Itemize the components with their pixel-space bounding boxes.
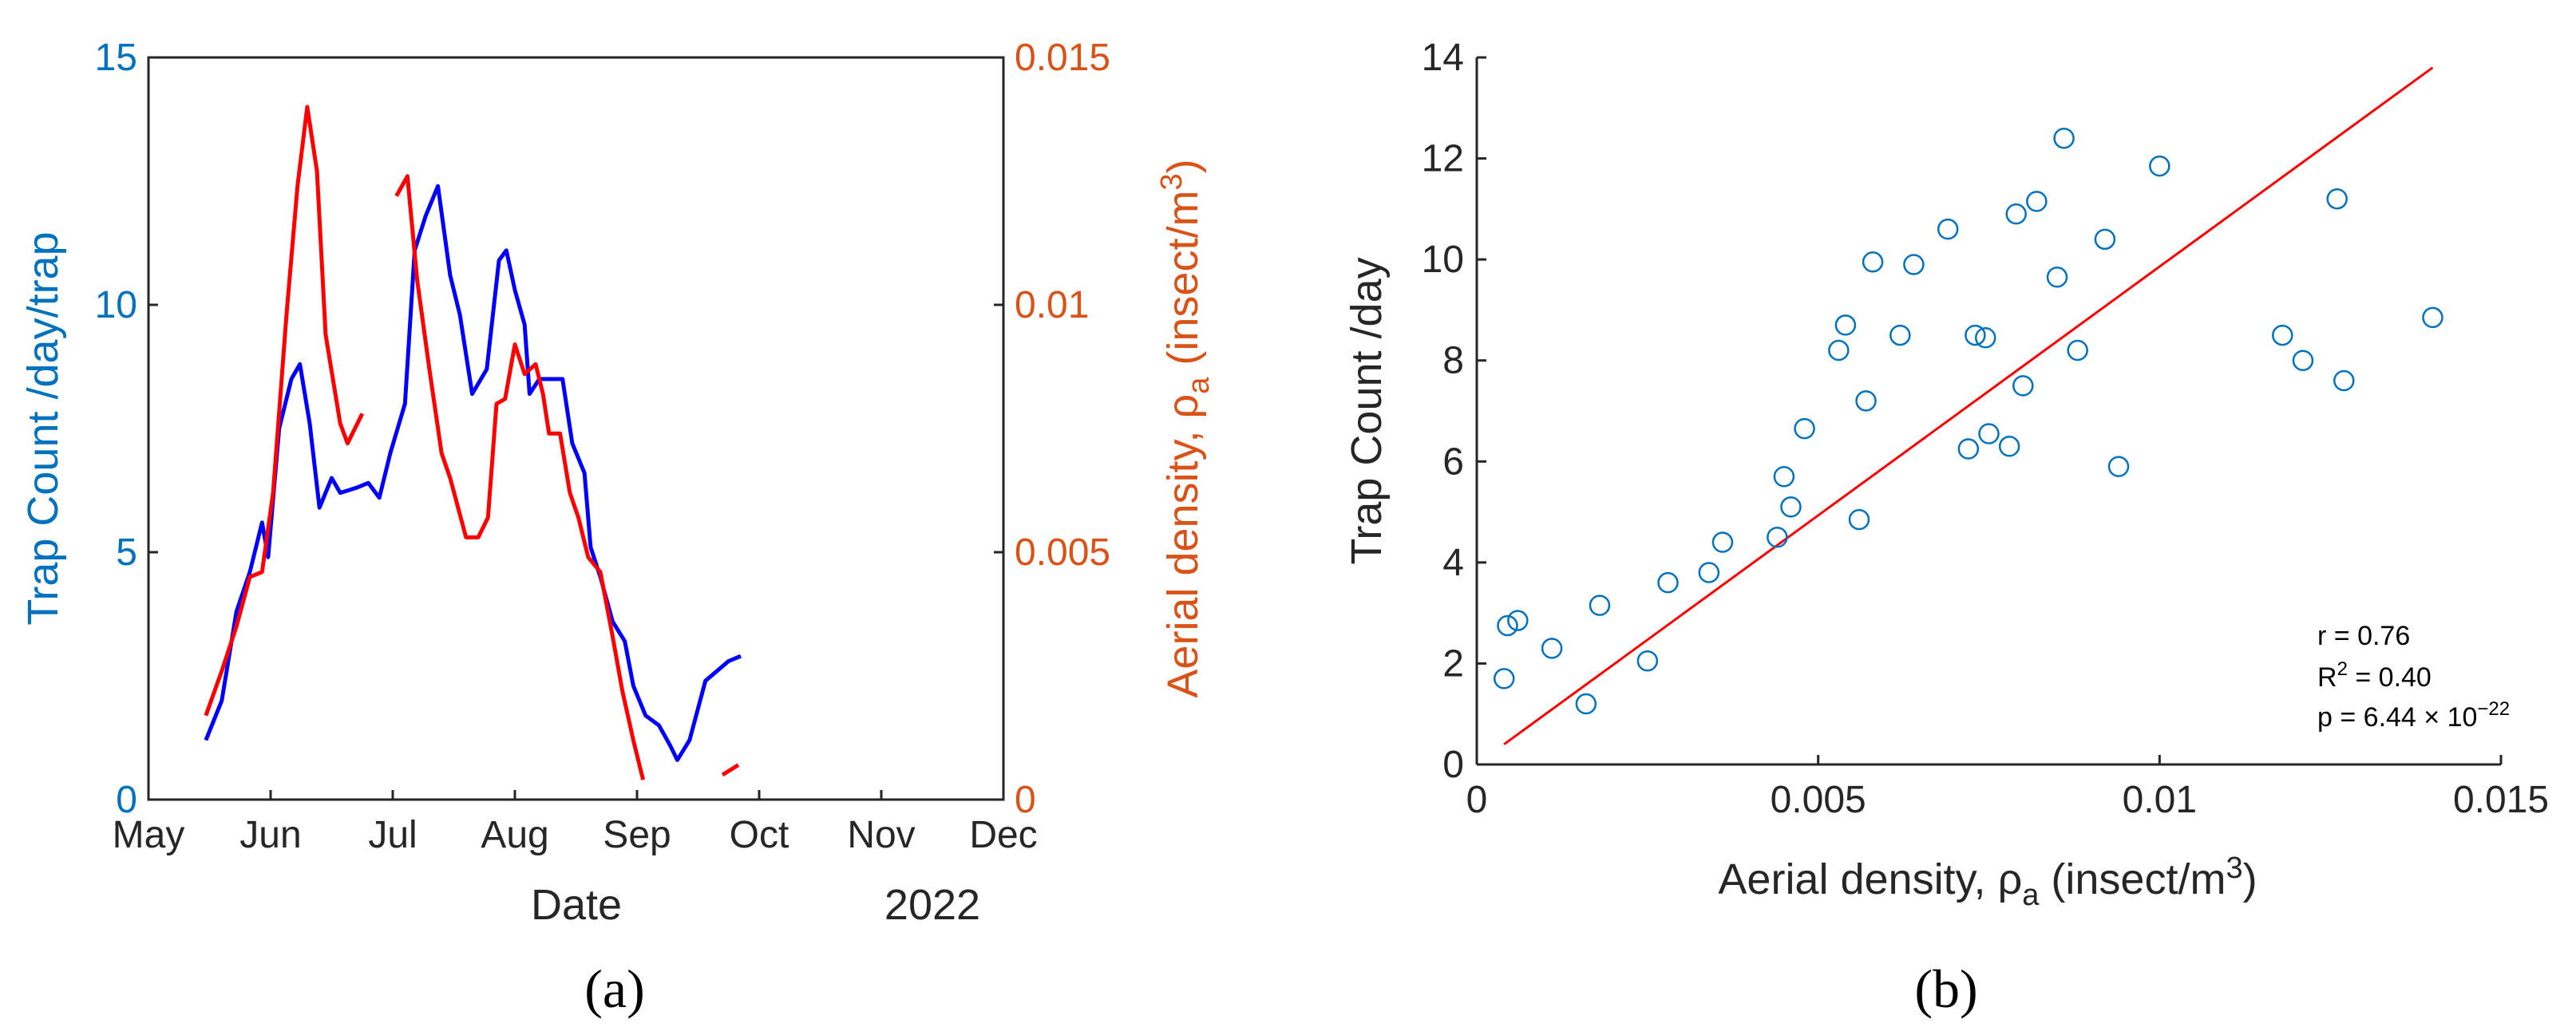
panel-a-x-tick-label: Dec bbox=[969, 814, 1037, 856]
panel-a-series-line bbox=[721, 763, 740, 777]
panel-b-y-tick-label: 10 bbox=[1422, 239, 1464, 281]
panel-b-data-point bbox=[1794, 417, 1815, 440]
panel-b-chart: 0 2 4 6 8 10 12 14 0 0.005 0.01 0.015 Trap Count /… bbox=[1343, 37, 2549, 1019]
panel-b-x-tick-label: 0 bbox=[1466, 779, 1488, 821]
panel-b-data-point bbox=[1507, 610, 1529, 631]
panel-b-y-tick-label: 8 bbox=[1442, 340, 1464, 382]
panel-b-y-tick-label: 14 bbox=[1422, 37, 1464, 79]
panel-b-data-point bbox=[2326, 188, 2348, 210]
panel-b-data-point bbox=[1889, 324, 1911, 346]
panel-b-y-tick-label: 2 bbox=[1442, 642, 1464, 685]
panel-a-left-tick-label: 0 bbox=[116, 779, 137, 821]
panel-b-data-point bbox=[2005, 203, 2027, 225]
panel-b-data-point bbox=[1657, 571, 1679, 594]
panel-b-data-point bbox=[1848, 508, 1870, 531]
panel-b-data-point bbox=[2149, 155, 2170, 177]
panel-b-data-point bbox=[2026, 191, 2048, 212]
panel-b-data-point bbox=[2292, 350, 2314, 371]
panel-b-data-point bbox=[2012, 375, 2034, 397]
panel-b-data-point bbox=[2094, 228, 2116, 251]
panel-b-data-point bbox=[1903, 254, 1925, 275]
stat-r2: R2 = 0.40 bbox=[2317, 658, 2432, 693]
stat-p: p = 6.44 × 10−22 bbox=[2317, 698, 2510, 733]
panel-b-data-point bbox=[1974, 326, 1996, 349]
panel-b-data-point bbox=[1937, 218, 1959, 240]
panel-a-x-tick-label: Sep bbox=[603, 814, 671, 856]
panel-b-y-tick-label: 6 bbox=[1442, 440, 1464, 483]
panel-b-data-point bbox=[1855, 390, 1877, 412]
panel-b-data-point bbox=[1828, 339, 1850, 361]
panel-b-data-point bbox=[2272, 324, 2293, 346]
panel-a-left-tick-label: 10 bbox=[95, 284, 137, 326]
panel-b-data-point bbox=[1497, 614, 1518, 637]
panel-b-y-tick-label: 0 bbox=[1442, 744, 1464, 786]
panel-a-right-tick-label: 0.01 bbox=[1015, 284, 1089, 326]
panel-b-fit-line bbox=[1503, 66, 2434, 745]
panel-b-y-axis-label: Trap Count /day bbox=[1343, 257, 1391, 564]
panel-a-caption: (a) bbox=[584, 958, 644, 1019]
panel-b-data-point bbox=[1978, 423, 2000, 444]
stat-r: r = 0.76 bbox=[2317, 621, 2410, 651]
panel-b-y-tick-label: 12 bbox=[1422, 138, 1464, 180]
panel-b-data-point bbox=[2422, 306, 2443, 329]
panel-a-chart: 0 5 10 15 0 0.005 0.01 0.015 May Jun Jul Aug Sep Oc… bbox=[19, 37, 1216, 1019]
panel-b-data-point bbox=[1834, 314, 1857, 336]
panel-b-data-point bbox=[2333, 369, 2355, 392]
panel-a-x-tick-label: Aug bbox=[481, 814, 548, 856]
panel-b-y-tick-label: 4 bbox=[1442, 542, 1464, 584]
panel-a-right-tick-label: 0 bbox=[1015, 779, 1036, 821]
panel-a-series-line bbox=[394, 174, 646, 780]
panel-b-x-tick-label: 0.015 bbox=[2453, 779, 2549, 821]
panel-b-data-point bbox=[2053, 128, 2075, 149]
panel-b-data-point bbox=[1998, 436, 2020, 457]
panel-b-data-point bbox=[1767, 526, 1788, 548]
panel-a-x-axis-label: Date bbox=[531, 881, 622, 929]
panel-a-left-axis-label: Trap Count /day/trap bbox=[19, 231, 67, 625]
panel-b-x-tick-label: 0.01 bbox=[2123, 779, 2197, 821]
panel-b-data-point bbox=[1957, 438, 1980, 460]
panel-b-data-point bbox=[1575, 693, 1597, 715]
panel-b-stats: r = 0.76 R2 = 0.40 p = 6.44 × 10−22 bbox=[2317, 621, 2510, 733]
panel-b-x-tick-label: 0.005 bbox=[1771, 779, 1866, 821]
panel-b-x-axis-label: Aerial density, ρa (insect/m3) bbox=[1718, 851, 2257, 912]
panel-a-x-tick-label: May bbox=[113, 814, 185, 856]
panel-a-right-tick-label: 0.005 bbox=[1015, 531, 1110, 574]
panel-b-data-point bbox=[1965, 324, 1986, 346]
panel-b-data-point bbox=[1773, 466, 1795, 488]
panel-a-year-label: 2022 bbox=[884, 881, 980, 929]
panel-b-data-point bbox=[2107, 456, 2130, 477]
panel-a-x-tick-label: Oct bbox=[730, 814, 789, 856]
panel-b-data-point bbox=[1636, 650, 1659, 672]
panel-a-x-tick-label: Jul bbox=[368, 814, 417, 856]
panel-a-series-line bbox=[204, 184, 742, 762]
panel-b-data-point bbox=[1541, 638, 1563, 659]
panel-b-data-point bbox=[1862, 251, 1884, 273]
panel-b-data-point bbox=[1493, 668, 1515, 689]
panel-a-series-line bbox=[204, 105, 365, 717]
panel-a-left-tick-label: 15 bbox=[95, 37, 137, 79]
panel-a-axes-box bbox=[147, 56, 1005, 801]
panel-a-x-tick-label: Jun bbox=[239, 814, 301, 856]
panel-a-right-tick-label: 0.015 bbox=[1015, 37, 1110, 79]
panel-a-x-tick-label: Nov bbox=[847, 814, 915, 856]
panel-a-left-tick-label: 5 bbox=[116, 531, 137, 574]
panel-b-data-point bbox=[1711, 531, 1734, 553]
panel-b-caption: (b) bbox=[1914, 958, 1977, 1019]
panel-b-data-point bbox=[1589, 595, 1611, 616]
panel-b-data-point bbox=[1780, 496, 1802, 518]
panel-b-data-point bbox=[2067, 339, 2088, 361]
panel-b-data-point bbox=[1698, 562, 1720, 583]
panel-b-data-point bbox=[2046, 267, 2068, 288]
panel-a-right-axis-label: Aerial density, ρa (insect/m3) bbox=[1155, 159, 1216, 697]
